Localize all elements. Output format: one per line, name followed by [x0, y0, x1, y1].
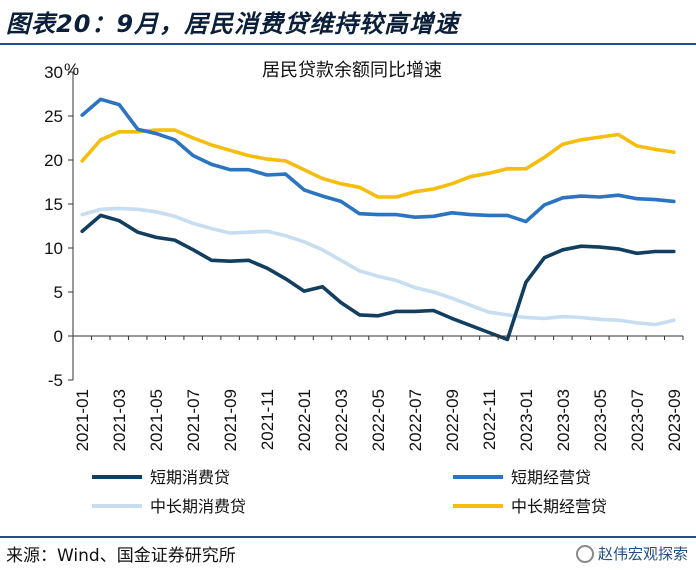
- title-rule: [0, 43, 696, 45]
- x-tick-label: 2022-11: [480, 389, 499, 450]
- y-tick-label: 5: [54, 283, 63, 302]
- chart-title: 居民贷款余额同比增速: [262, 60, 442, 81]
- x-tick-label: 2023-03: [554, 389, 573, 451]
- y-tick-label: 0: [54, 327, 63, 346]
- x-tick-label: 2023-05: [591, 389, 610, 451]
- x-tick-label: 2022-03: [332, 389, 351, 451]
- legend-label-0: 短期消费贷: [150, 468, 230, 487]
- watermark-text: 赵伟宏观探索: [597, 545, 688, 563]
- chart: -5 0 5 10 15 20 25 30 2021-01 2021-03 2021-05 2021-…: [44, 60, 684, 516]
- x-tick-label: 2021-01: [73, 389, 92, 451]
- y-unit-label: %: [64, 60, 79, 79]
- x-tick-label: 2022-01: [295, 389, 314, 451]
- y-tick-label: -5: [48, 371, 63, 390]
- figure-title: 图表20：9月，居民消费贷维持较高增速: [6, 10, 460, 38]
- series-line-3: [80, 128, 676, 199]
- x-tick-label: 2021-11: [258, 389, 277, 450]
- legend-label-1: 短期经营贷: [511, 468, 591, 487]
- x-tick-label: 2021-03: [110, 389, 129, 451]
- legend-label-3: 中长期经营贷: [511, 497, 607, 516]
- y-tick-label: 15: [44, 195, 63, 214]
- x-tick-label: 2021-05: [147, 389, 166, 451]
- y-tick-label: 25: [44, 107, 63, 126]
- source-note: 来源：Wind、国金证券研究所: [6, 546, 236, 566]
- y-tick-label: 20: [44, 151, 63, 170]
- x-tick-label: 2023-07: [628, 389, 647, 451]
- legend-label-2: 中长期消费贷: [150, 497, 246, 516]
- x-tick-label: 2021-07: [184, 389, 203, 451]
- series-line-1: [80, 97, 676, 224]
- x-tick-label: 2022-09: [443, 389, 462, 451]
- x-tick-label: 2022-07: [406, 389, 425, 451]
- wechat-logo-icon: [575, 544, 594, 563]
- x-tick-label: 2023-09: [665, 389, 684, 451]
- y-tick-label: 30: [44, 63, 63, 82]
- series-line-0: [80, 213, 676, 342]
- watermark: 赵伟宏观探索: [575, 543, 688, 564]
- x-tick-label: 2021-09: [221, 389, 240, 451]
- x-tick-label: 2023-01: [517, 389, 536, 451]
- footer-rule: [0, 536, 696, 538]
- series-line-2: [80, 206, 676, 327]
- y-tick-label: 10: [44, 239, 63, 258]
- plot-area: -5 0 5 10 15 20 25 30 2021-01 2021-03 2021-05 2021-…: [44, 63, 684, 516]
- x-tick-label: 2022-05: [369, 389, 388, 451]
